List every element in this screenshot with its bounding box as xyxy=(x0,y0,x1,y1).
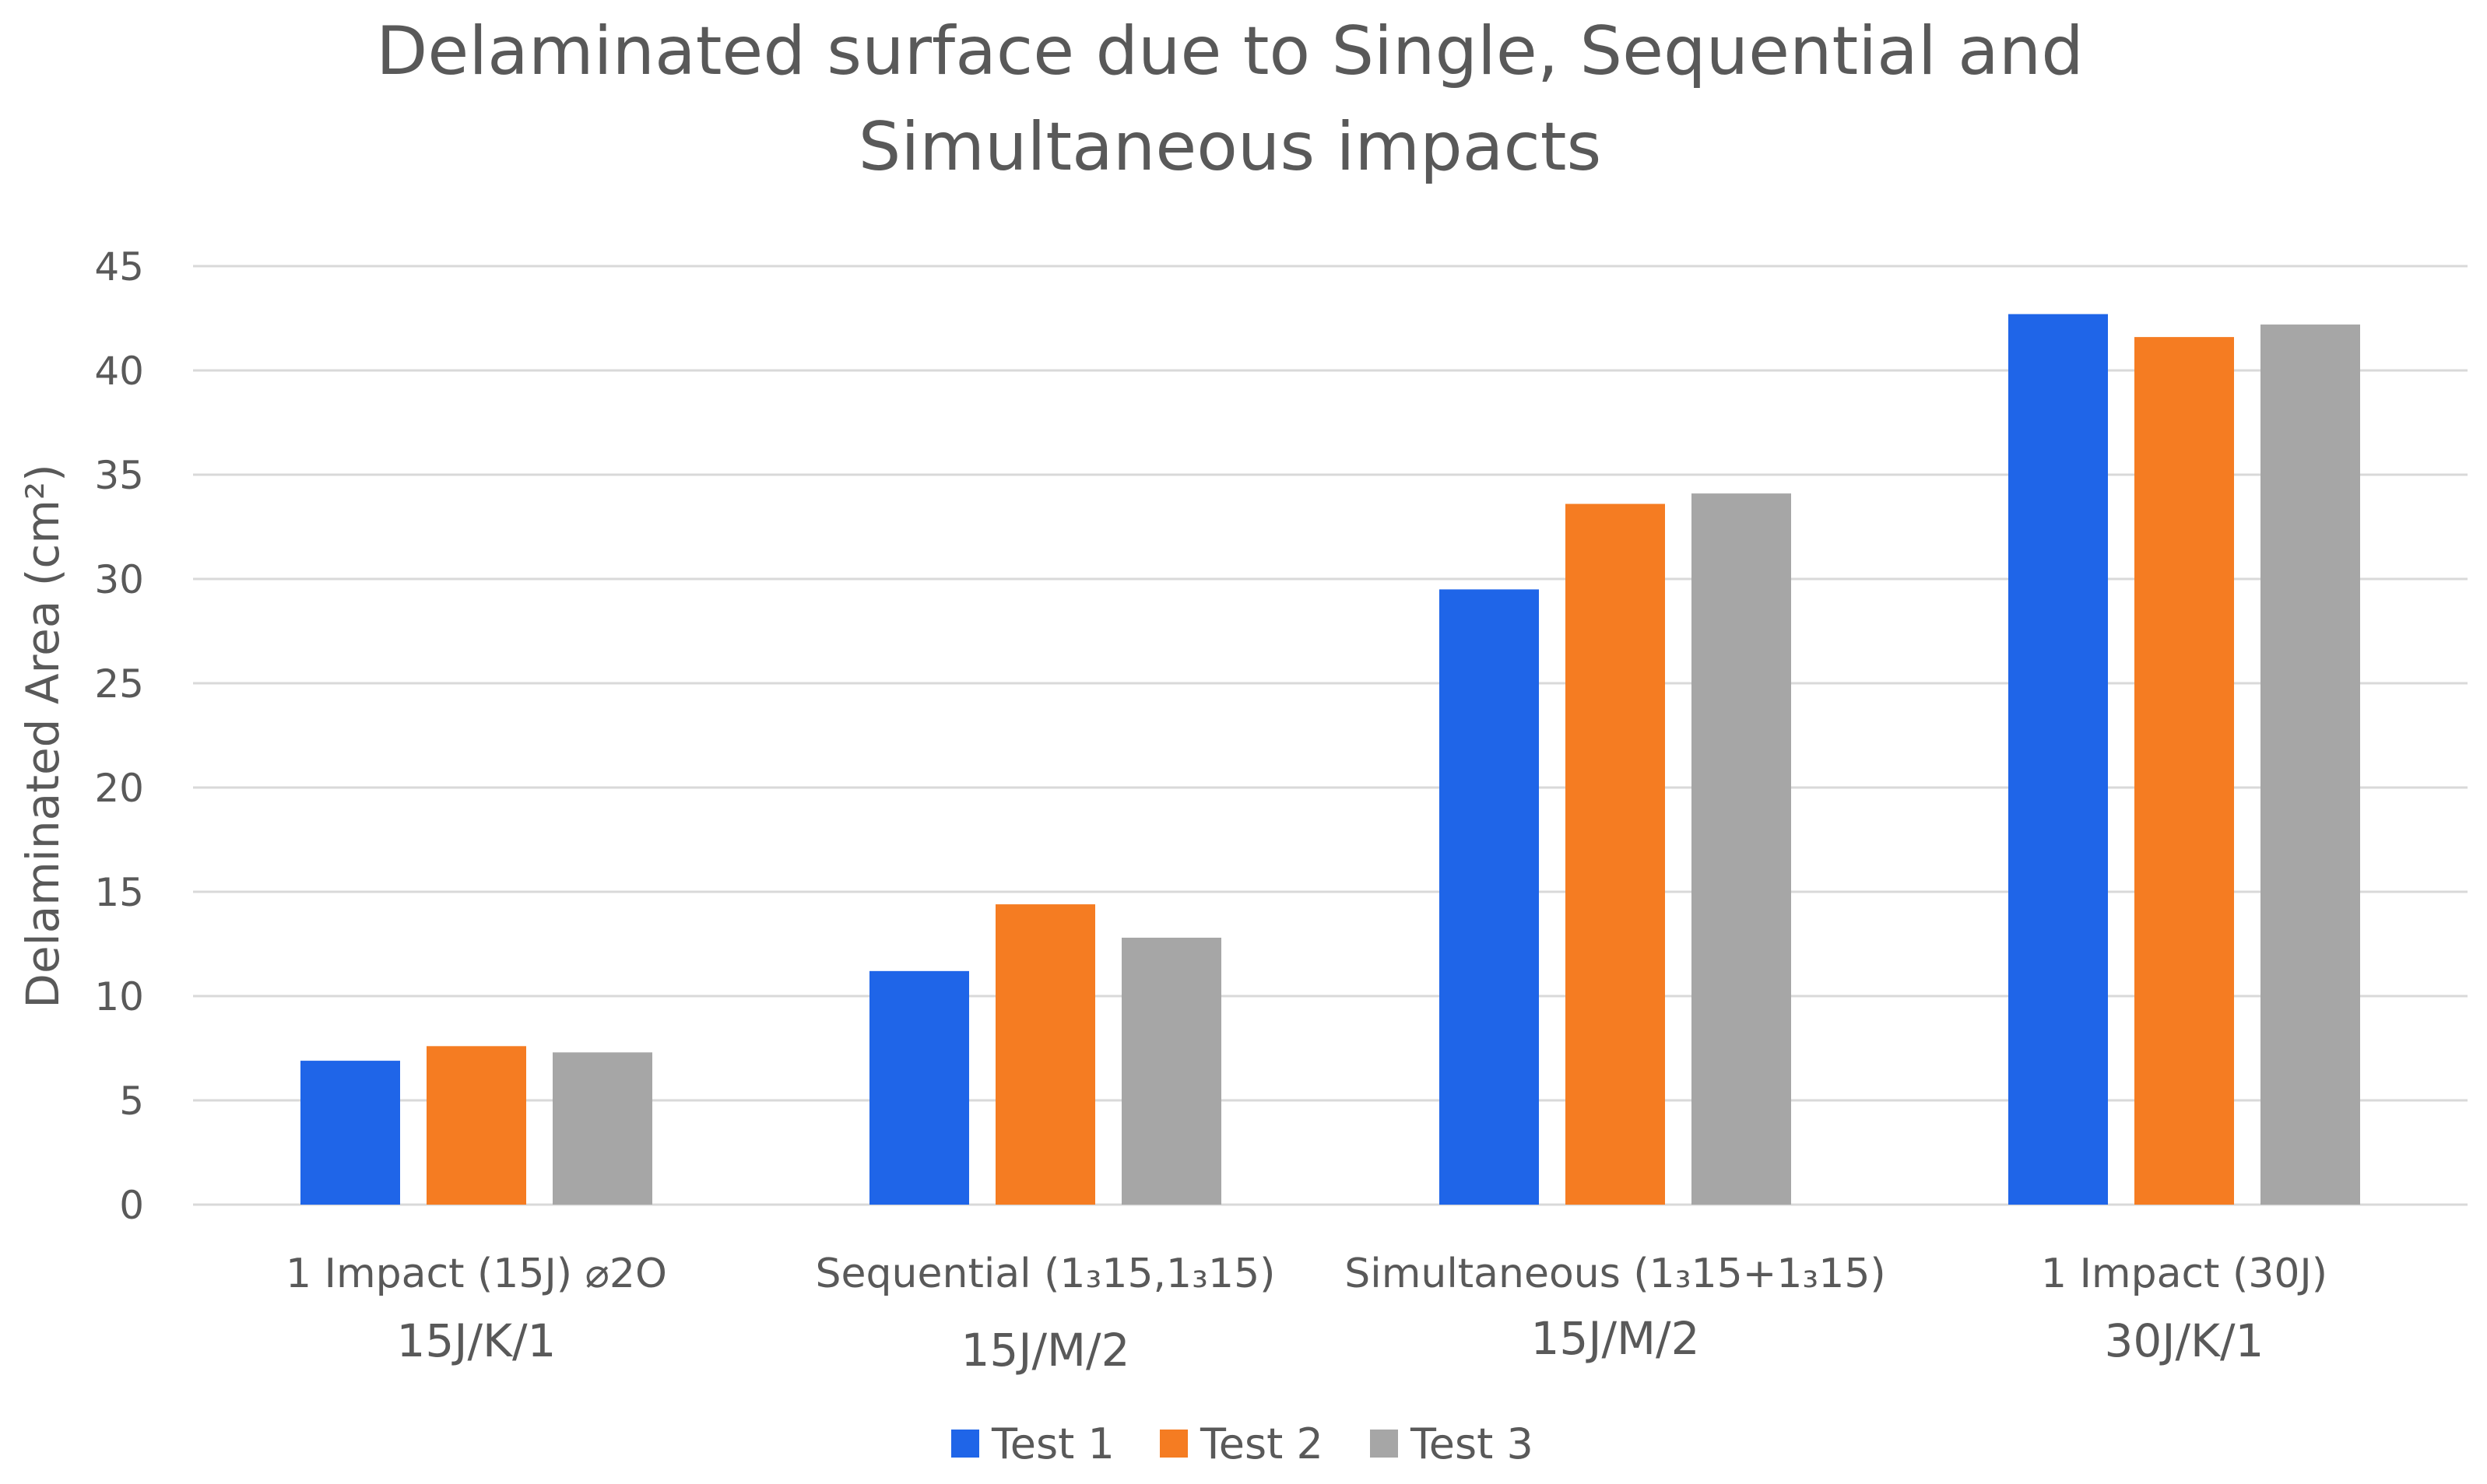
bar-test-2-category-2 xyxy=(996,904,1095,1205)
chart-title: Delaminated surface due to Single, Seque… xyxy=(376,12,2084,186)
bar-test-3-category-2 xyxy=(1122,937,1221,1205)
bar-test-2-category-4 xyxy=(2134,337,2234,1205)
chart-title-line-1: Delaminated surface due to Single, Seque… xyxy=(376,12,2084,90)
y-tick-label-25: 25 xyxy=(94,661,144,707)
legend-label-test-1: Test 1 xyxy=(991,1419,1115,1468)
bars xyxy=(300,314,2360,1205)
bar-test-3-category-3 xyxy=(1691,493,1791,1205)
category-label-4-line-2: 30J/K/1 xyxy=(2105,1314,2264,1367)
y-tick-label-40: 40 xyxy=(94,349,144,394)
y-tick-label-10: 10 xyxy=(94,974,144,1019)
gridlines xyxy=(193,265,2468,1206)
category-label-4-line-1: 1 Impact (30J) xyxy=(2041,1251,2327,1297)
category-label-1-line-2: 15J/K/1 xyxy=(397,1314,557,1367)
x-axis-category-labels: 1 Impact (15J) ⌀2O 15J/K/1 Sequential (1₃1… xyxy=(286,1251,2327,1377)
y-tick-label-30: 30 xyxy=(94,557,144,602)
legend-swatch-test-3 xyxy=(1370,1430,1398,1458)
category-label-1-line-1: 1 Impact (15J) ⌀2O xyxy=(286,1251,667,1297)
y-tick-label-45: 45 xyxy=(94,244,144,289)
y-tick-label-35: 35 xyxy=(94,453,144,498)
y-tick-label-0: 0 xyxy=(119,1183,144,1228)
bar-test-2-category-1 xyxy=(427,1046,526,1205)
bar-test-3-category-1 xyxy=(553,1052,652,1205)
legend-swatch-test-2 xyxy=(1160,1430,1188,1458)
bar-test-2-category-3 xyxy=(1565,503,1665,1205)
bar-test-3-category-4 xyxy=(2260,325,2360,1205)
bar-test-1-category-1 xyxy=(300,1061,400,1205)
y-axis-label: Delaminated Area (cm²) xyxy=(16,464,69,1008)
category-label-2-line-2: 15J/M/2 xyxy=(961,1324,1130,1377)
y-tick-label-20: 20 xyxy=(94,766,144,811)
legend-swatch-test-1 xyxy=(951,1430,979,1458)
chart-title-line-2: Simultaneous impacts xyxy=(859,108,1602,186)
legend: Test 1 Test 2 Test 3 xyxy=(951,1419,1533,1468)
category-label-2-line-1: Sequential (1₃15,1₃15) xyxy=(816,1251,1276,1297)
legend-label-test-3: Test 3 xyxy=(1410,1419,1533,1468)
bar-test-1-category-2 xyxy=(869,970,969,1205)
bar-test-1-category-3 xyxy=(1439,589,1539,1205)
legend-label-test-2: Test 2 xyxy=(1200,1419,1323,1468)
y-axis-tick-labels: 0 5 10 15 20 25 30 35 40 45 xyxy=(94,244,144,1228)
category-label-3-line-1: Simultaneous (1₃15+1₃15) xyxy=(1344,1251,1885,1297)
bar-test-1-category-4 xyxy=(2008,314,2108,1205)
category-label-3-line-2: 15J/M/2 xyxy=(1531,1312,1700,1365)
y-tick-label-15: 15 xyxy=(94,870,144,915)
y-tick-label-5: 5 xyxy=(119,1079,144,1124)
